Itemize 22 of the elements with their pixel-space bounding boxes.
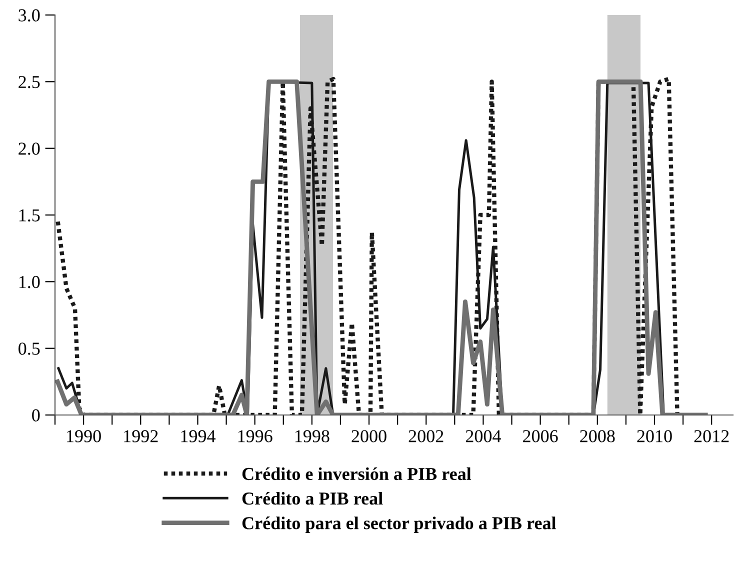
- x-tick-label: 2000: [352, 430, 386, 442]
- x-tick-label: 1990: [67, 430, 101, 442]
- y-tick-label: 3.0: [18, 9, 40, 22]
- y-tick-label: 1.0: [19, 276, 40, 288]
- x-tick-label: 2010: [637, 430, 672, 442]
- x-tick-label: 2002: [408, 430, 444, 442]
- legend-label: Crédito para el sector privado a PIB real: [242, 516, 556, 533]
- y-tick-label: 0.5: [18, 342, 40, 355]
- y-tick-label: 0: [32, 409, 40, 422]
- x-tick-label: 1994: [181, 430, 216, 442]
- x-tick-label: 1998: [295, 430, 330, 442]
- y-tick-label: 2.0: [18, 142, 40, 155]
- y-tick-label: 1.5: [19, 209, 40, 222]
- x-tick-label: 2012: [694, 430, 729, 442]
- y-tick-label: 2.5: [18, 76, 40, 88]
- x-tick-label: 1996: [238, 430, 272, 442]
- x-tick-label: 1992: [124, 430, 158, 442]
- x-tick-label: 2004: [466, 430, 501, 442]
- x-tick-label: 2008: [580, 430, 615, 442]
- legend-label: Crédito e inversión a PIB real: [242, 467, 472, 480]
- legend-label: Crédito a PIB real: [242, 492, 383, 505]
- x-tick-label: 2006: [523, 430, 558, 442]
